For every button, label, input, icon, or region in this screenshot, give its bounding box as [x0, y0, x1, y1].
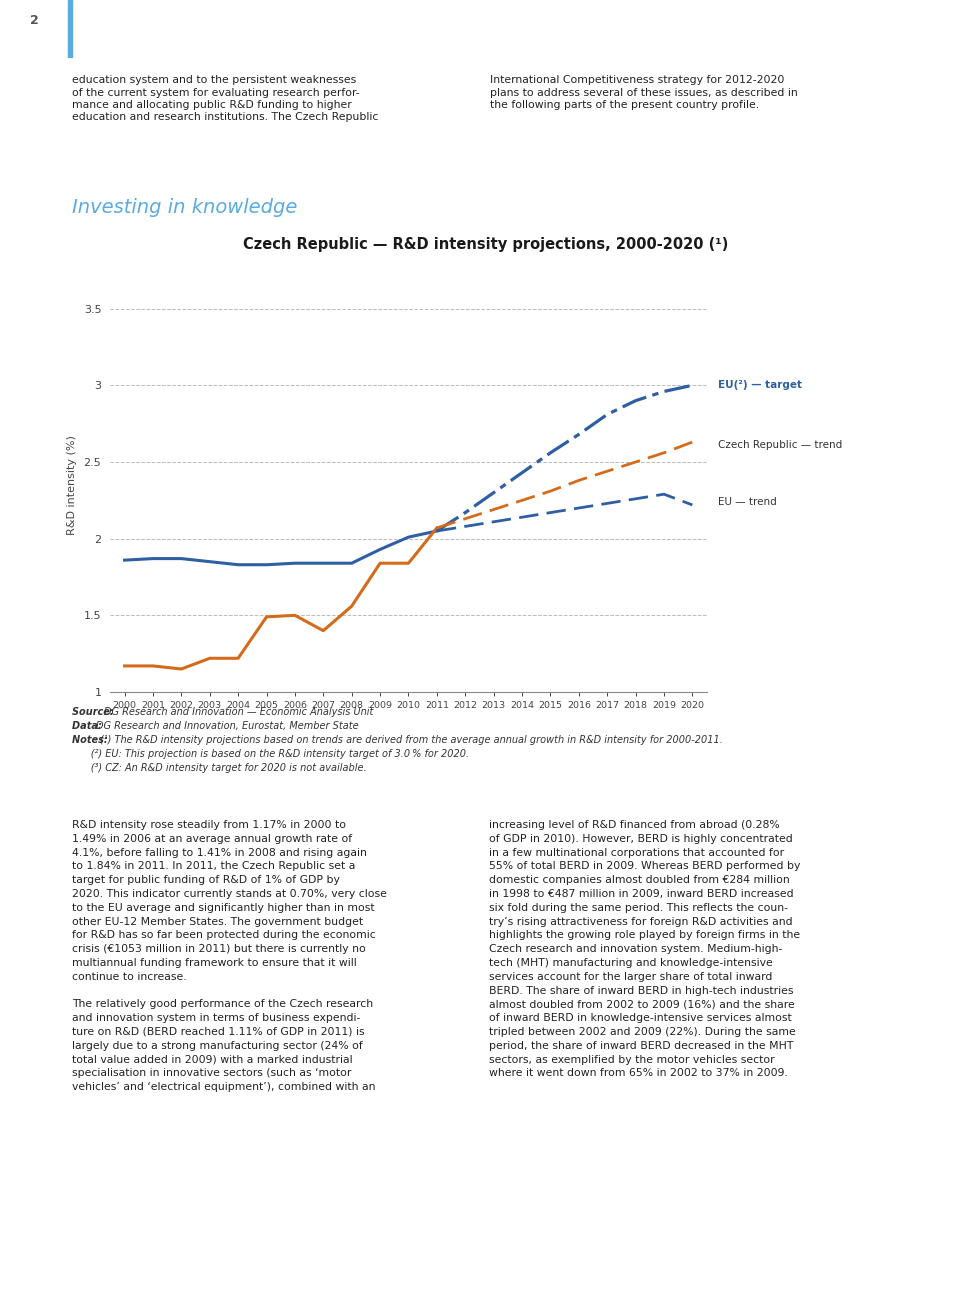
- Text: in a few multinational corporations that accounted for: in a few multinational corporations that…: [490, 848, 784, 858]
- Text: BERD. The share of inward BERD in high-tech industries: BERD. The share of inward BERD in high-t…: [490, 986, 794, 995]
- Text: in 1998 to €487 million in 2009, inward BERD increased: in 1998 to €487 million in 2009, inward …: [490, 889, 794, 898]
- Text: DG Research and Innovation — Economic Analysis Unit: DG Research and Innovation — Economic An…: [104, 707, 373, 717]
- Text: multiannual funding framework to ensure that it will: multiannual funding framework to ensure …: [72, 958, 357, 968]
- Text: (¹) The R&D intensity projections based on trends are derived from the average a: (¹) The R&D intensity projections based …: [100, 735, 723, 745]
- Text: R&D intensity rose steadily from 1.17% in 2000 to: R&D intensity rose steadily from 1.17% i…: [72, 820, 346, 831]
- Text: 4.1%, before falling to 1.41% in 2008 and rising again: 4.1%, before falling to 1.41% in 2008 an…: [72, 848, 367, 858]
- Bar: [68, 0, 72, 57]
- Text: Notes:: Notes:: [72, 735, 111, 745]
- Text: EU(²) — target: EU(²) — target: [718, 381, 803, 390]
- Text: education and research institutions. The Czech Republic: education and research institutions. The…: [72, 112, 378, 123]
- Text: EU — trend: EU — trend: [718, 497, 777, 507]
- Text: mance and allocating public R&D funding to higher: mance and allocating public R&D funding …: [72, 100, 351, 110]
- Text: plans to address several of these issues, as described in: plans to address several of these issues…: [490, 87, 798, 98]
- Text: Source:: Source:: [72, 707, 117, 717]
- Text: ture on R&D (BERD reached 1.11% of GDP in 2011) is: ture on R&D (BERD reached 1.11% of GDP i…: [72, 1028, 365, 1037]
- Bar: [0, 0, 68, 57]
- Y-axis label: R&D intensity (%): R&D intensity (%): [66, 436, 77, 535]
- Text: DG Research and Innovation, Eurostat, Member State: DG Research and Innovation, Eurostat, Me…: [96, 721, 359, 732]
- Text: (³) CZ: An R&D intensity target for 2020 is not available.: (³) CZ: An R&D intensity target for 2020…: [72, 763, 367, 773]
- Text: almost doubled from 2002 to 2009 (16%) and the share: almost doubled from 2002 to 2009 (16%) a…: [490, 999, 795, 1009]
- Text: tripled between 2002 and 2009 (22%). During the same: tripled between 2002 and 2009 (22%). Dur…: [490, 1028, 796, 1037]
- Text: Czech research and innovation system. Medium-high-: Czech research and innovation system. Me…: [490, 944, 782, 955]
- Text: and innovation system in terms of business expendi-: and innovation system in terms of busine…: [72, 1013, 360, 1024]
- Text: total value added in 2009) with a marked industrial: total value added in 2009) with a marked…: [72, 1055, 352, 1064]
- Text: 1.49% in 2006 at an average annual growth rate of: 1.49% in 2006 at an average annual growt…: [72, 833, 352, 844]
- Text: (²) EU: This projection is based on the R&D intensity target of 3.0 % for 2020.: (²) EU: This projection is based on the …: [72, 748, 469, 759]
- Text: education system and to the persistent weaknesses: education system and to the persistent w…: [72, 76, 356, 85]
- Text: specialisation in innovative sectors (such as ‘motor: specialisation in innovative sectors (su…: [72, 1068, 351, 1078]
- Text: Investing in knowledge: Investing in knowledge: [72, 198, 298, 216]
- Text: other EU-12 Member States. The government budget: other EU-12 Member States. The governmen…: [72, 917, 363, 927]
- Text: increasing level of R&D financed from abroad (0.28%: increasing level of R&D financed from ab…: [490, 820, 780, 831]
- Text: of GDP in 2010). However, BERD is highly concentrated: of GDP in 2010). However, BERD is highly…: [490, 833, 793, 844]
- Text: of the current system for evaluating research perfor-: of the current system for evaluating res…: [72, 87, 360, 98]
- Text: services account for the larger share of total inward: services account for the larger share of…: [490, 971, 773, 982]
- Text: highlights the growing role played by foreign firms in the: highlights the growing role played by fo…: [490, 930, 801, 940]
- Text: Research and Innovation performance in EU Member States and Associated countries: Research and Innovation performance in E…: [80, 31, 580, 40]
- Text: crisis (€1053 million in 2011) but there is currently no: crisis (€1053 million in 2011) but there…: [72, 944, 366, 955]
- Text: Data:: Data:: [72, 721, 106, 732]
- Text: sectors, as exemplified by the motor vehicles sector: sectors, as exemplified by the motor veh…: [490, 1055, 775, 1064]
- Text: largely due to a strong manufacturing sector (24% of: largely due to a strong manufacturing se…: [72, 1041, 363, 1051]
- Text: try’s rising attractiveness for foreign R&D activities and: try’s rising attractiveness for foreign …: [490, 917, 793, 927]
- Text: Czech Republic — trend: Czech Republic — trend: [718, 441, 842, 450]
- Text: domestic companies almost doubled from €284 million: domestic companies almost doubled from €…: [490, 875, 790, 885]
- Text: of inward BERD in knowledge-intensive services almost: of inward BERD in knowledge-intensive se…: [490, 1013, 792, 1024]
- Text: to 1.84% in 2011. In 2011, the Czech Republic set a: to 1.84% in 2011. In 2011, the Czech Rep…: [72, 862, 355, 871]
- Text: target for public funding of R&D of 1% of GDP by: target for public funding of R&D of 1% o…: [72, 875, 340, 885]
- Text: where it went down from 65% in 2002 to 37% in 2009.: where it went down from 65% in 2002 to 3…: [490, 1068, 788, 1078]
- Text: the following parts of the present country profile.: the following parts of the present count…: [490, 100, 759, 110]
- Text: for R&D has so far been protected during the economic: for R&D has so far been protected during…: [72, 930, 375, 940]
- Text: to the EU average and significantly higher than in most: to the EU average and significantly high…: [72, 902, 374, 913]
- Text: Czech Republic — R&D intensity projections, 2000-2020 (¹): Czech Republic — R&D intensity projectio…: [243, 237, 729, 252]
- Text: 55% of total BERD in 2009. Whereas BERD performed by: 55% of total BERD in 2009. Whereas BERD …: [490, 862, 801, 871]
- Text: 2020. This indicator currently stands at 0.70%, very close: 2020. This indicator currently stands at…: [72, 889, 387, 898]
- Text: The relatively good performance of the Czech research: The relatively good performance of the C…: [72, 999, 373, 1009]
- Text: vehicles’ and ‘electrical equipment’), combined with an: vehicles’ and ‘electrical equipment’), c…: [72, 1082, 375, 1093]
- Text: tech (MHT) manufacturing and knowledge-intensive: tech (MHT) manufacturing and knowledge-i…: [490, 958, 773, 968]
- Text: International Competitiveness strategy for 2012-2020: International Competitiveness strategy f…: [490, 76, 784, 85]
- Text: continue to increase.: continue to increase.: [72, 971, 186, 982]
- Text: 2: 2: [30, 13, 38, 26]
- Text: period, the share of inward BERD decreased in the MHT: period, the share of inward BERD decreas…: [490, 1041, 794, 1051]
- Text: six fold during the same period. This reflects the coun-: six fold during the same period. This re…: [490, 902, 788, 913]
